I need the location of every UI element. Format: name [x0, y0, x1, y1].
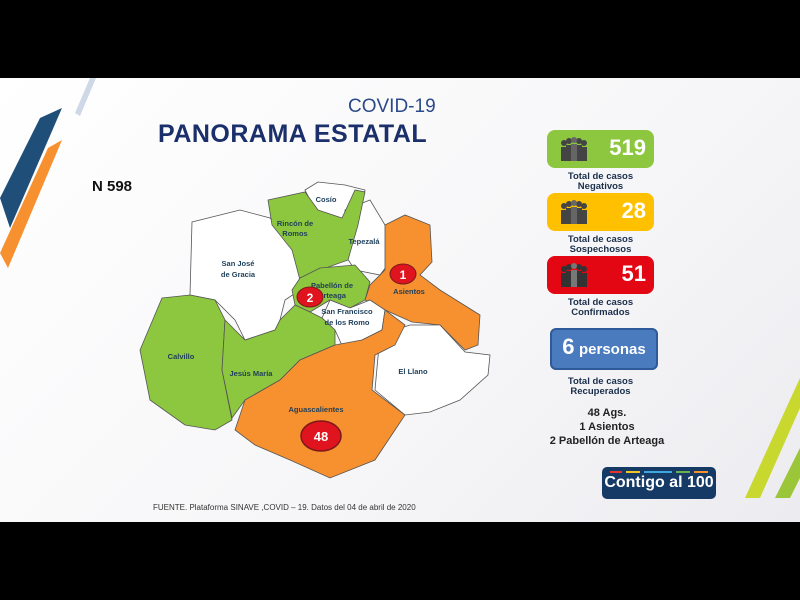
- subtitle: COVID-19: [348, 96, 436, 117]
- region-aguascalientes[interactable]: [234, 309, 406, 479]
- decor-stripe-green: [775, 448, 800, 498]
- logo-color-bar: [610, 471, 708, 473]
- people-icon: [561, 263, 587, 287]
- recovered-count: 6: [562, 334, 575, 359]
- label-pabellon-2: Arteaga: [318, 291, 347, 300]
- label-pabellon-1: Pabellón de: [311, 281, 353, 290]
- logo-text: Contigo al 100: [604, 474, 714, 491]
- recovered-card: 6 personas: [550, 328, 658, 370]
- label-jesus-maria: Jesús María: [230, 369, 274, 378]
- recovered-unit: personas: [579, 341, 646, 358]
- suspected-card: 28: [547, 193, 654, 231]
- caption-line: Confirmados: [571, 307, 630, 318]
- suspected-caption: Total de casos Sospechosos: [540, 235, 661, 255]
- case-count-asientos: 1: [400, 268, 407, 282]
- recovered-caption: Total de casos Recuperados: [540, 377, 661, 397]
- decor-stripe-orange: [0, 140, 62, 268]
- decor-stripe-blue: [0, 108, 62, 228]
- region-jesus-maria[interactable]: [221, 304, 336, 419]
- label-sf-2: de los Romo: [324, 318, 369, 327]
- region-calvillo[interactable]: [139, 294, 233, 431]
- decor-stripe-yellow: [745, 378, 800, 498]
- source-note: FUENTE. Plataforma SINAVE ,COVID – 19. D…: [153, 503, 416, 512]
- caption-line: Sospechosos: [569, 244, 632, 255]
- case-badge-aguascalientes: [300, 420, 342, 452]
- label-cosio: Cosío: [316, 195, 337, 204]
- region-asientos[interactable]: [364, 214, 481, 351]
- decor-stripe-light: [75, 78, 96, 116]
- negative-card: 519: [547, 130, 654, 168]
- negative-caption: Total de casos Negativos: [540, 172, 661, 192]
- confirmed-count: 51: [621, 261, 646, 286]
- label-rincon-2: Romos: [282, 229, 307, 238]
- negative-count: 519: [609, 135, 646, 160]
- case-badge-asientos: [389, 263, 417, 285]
- caption-line: Recuperados: [570, 386, 631, 397]
- breakdown-item: 48 Ags.: [587, 407, 627, 419]
- confirmed-card: 51: [547, 256, 654, 294]
- total-count: N 598: [92, 178, 133, 195]
- people-icon: [561, 137, 587, 161]
- caption-line: Negativos: [577, 181, 624, 192]
- region-el-llano[interactable]: [374, 324, 491, 416]
- breakdown-item: 2 Pabellón de Arteaga: [549, 435, 665, 447]
- caption-line: Total de casos: [567, 171, 634, 182]
- state-map: Cosío Rincón de Romos Tepezalá San José …: [139, 181, 491, 479]
- suspected-count: 28: [621, 198, 646, 223]
- label-tepezala: Tepezalá: [348, 237, 380, 246]
- label-aguascalientes: Aguascalientes: [288, 405, 343, 414]
- breakdown-item: 1 Asientos: [579, 421, 635, 433]
- confirmed-caption: Total de casos Confirmados: [540, 298, 661, 318]
- label-sf-1: San Francisco: [321, 307, 373, 316]
- label-sjg-1: San José: [222, 259, 255, 268]
- label-rincon-1: Rincón de: [277, 219, 313, 228]
- case-count-pabellon: 2: [307, 291, 314, 305]
- slide: COVID-19 PANORAMA ESTATAL N 598 Cosío Ri…: [0, 78, 800, 522]
- caption-line: Total de casos: [567, 376, 634, 387]
- case-count-aguascalientes: 48: [314, 429, 328, 444]
- label-asientos: Asientos: [393, 287, 425, 296]
- recovered-breakdown: 48 Ags. 1 Asientos 2 Pabellón de Arteaga: [542, 406, 672, 448]
- case-badge-pabellon: [296, 286, 324, 308]
- caption-line: Total de casos: [567, 234, 634, 245]
- page-title: PANORAMA ESTATAL: [158, 120, 428, 148]
- label-sjg-2: de Gracia: [221, 270, 256, 279]
- people-icon: [561, 200, 587, 224]
- contigo-logo: Contigo al 100: [602, 467, 716, 499]
- label-el-llano: El Llano: [398, 367, 428, 376]
- caption-line: Total de casos: [567, 297, 634, 308]
- decorations: [0, 78, 800, 498]
- region-rincon-de-romos[interactable]: [267, 189, 366, 281]
- label-calvillo: Calvillo: [168, 352, 195, 361]
